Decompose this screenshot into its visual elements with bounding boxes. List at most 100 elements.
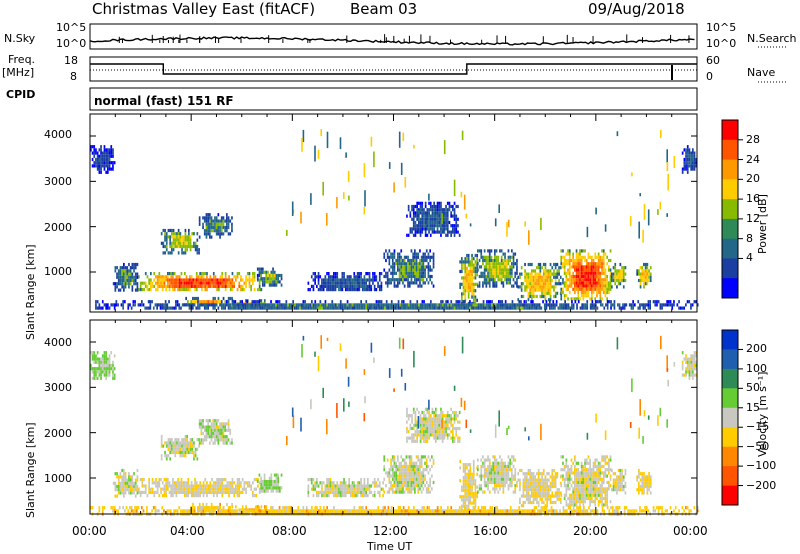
nave-tick-bottom: 0 [706,70,713,83]
power-echo-region [95,300,699,310]
freq-tick-top: 18 [64,54,78,67]
power-sparse-echo [345,152,347,158]
velocity-sparse-echo [460,397,463,407]
power-echo-region [517,262,562,302]
velocity-sparse-echo [666,368,669,372]
power-colorbar-tick-label: 28 [746,132,760,146]
power-echo-region [307,272,383,292]
power-sparse-echo [393,182,395,193]
velocity-colorbar-swatch [722,330,738,350]
velocity-sparse-echo [370,342,373,353]
freq-tick-bottom: 8 [70,70,77,83]
power-sparse-echo [666,149,668,164]
velocity-sparse-echo [657,415,659,426]
power-colorbar-swatch [722,258,738,279]
xtick-2: 08:00 [272,524,307,538]
velocity-echo-region [611,468,627,495]
power-echo-region [406,201,461,237]
nave-label: Nave [747,66,776,79]
velocity-ytick-3000: 3000 [44,381,72,394]
velocity-sparse-echo [463,400,466,411]
power-sparse-echo [348,195,350,201]
power-ytick-2000: 2000 [44,221,72,234]
velocity-colorbar-tick-label: 200 [746,342,767,356]
velocity-sparse-echo [604,430,607,440]
power-sparse-echo [647,209,650,226]
power-ytick-1000: 1000 [44,265,72,278]
power-sparse-echo [400,162,403,175]
power-echo-region [560,249,612,301]
xaxis-label: Time UT [367,540,413,553]
velocity-sparse-echo [469,429,472,433]
power-sparse-echo [631,172,633,177]
power-sparse-echo [643,204,646,220]
velocity-sparse-echo [638,427,640,439]
power-sparse-echo [347,170,350,183]
power-sparse-echo [339,137,342,150]
velocity-sparse-echo [586,432,589,440]
power-sparse-echo [604,224,607,232]
power-sparse-echo [629,216,632,227]
power-sparse-echo [673,156,676,168]
nsky-tick-top: 10^5 [56,21,87,34]
velocity-sparse-echo [322,387,324,398]
nsearch-tick-bottom: 10^0 [706,37,737,50]
velocity-sparse-echo [506,428,508,435]
velocity-sparse-echo [347,376,350,387]
power-sparse-echo [364,190,366,207]
power-colorbar-tick-label: 16 [746,192,760,206]
velocity-echo-region [636,468,652,495]
velocity-sparse-echo [363,369,366,375]
power-echo-region [383,249,435,288]
power-colorbar-swatch [722,199,738,220]
nsky-frame [89,23,698,50]
velocity-colorbar-tick-label: −15 [746,420,770,434]
velocity-echo-region [517,468,562,508]
velocity-sparse-echo [667,379,669,387]
power-sparse-echo [404,177,407,188]
velocity-echo-region [90,351,116,380]
power-colorbar-swatch [722,179,738,200]
power-sparse-echo [540,217,542,231]
date-label: 09/Aug/2018 [588,0,685,18]
power-sparse-echo [363,207,366,215]
xtick-4: 16:00 [473,524,508,538]
velocity-colorbar-tick-label: −50 [746,439,770,453]
nsearch-tick-top: 10^5 [706,21,737,34]
power-sparse-echo [659,201,662,210]
freq-line [90,63,697,75]
velocity-sparse-echo [300,417,302,432]
power-ylabel: Slant Range [km] [24,244,37,340]
velocity-colorbar-tick-label: 50 [746,381,760,395]
power-colorbar-swatch [722,278,738,299]
power-sparse-echo [524,221,526,227]
power-sparse-echo [317,149,320,159]
velocity-echo-region [138,478,263,498]
velocity-echo-region [406,407,461,443]
velocity-colorbar-swatch [722,349,738,370]
velocity-sparse-echo [666,355,668,372]
power-sparse-echo [326,131,329,149]
power-panel [89,113,699,313]
velocity-echo-region [160,434,200,461]
power-colorbar-tick-label: 12 [746,211,760,225]
power-sparse-echo [428,193,430,201]
power-echo-region [256,267,283,287]
velocity-sparse-echo [507,425,510,429]
power-sparse-echo [595,207,597,215]
velocity-echo-region [112,468,139,498]
power-sparse-echo [667,173,669,191]
power-sparse-echo [286,229,288,236]
power-sparse-echo [326,213,328,226]
xtick-1: 04:00 [170,524,205,538]
velocity-echo-region [90,506,699,516]
velocity-sparse-echo [292,415,295,429]
velocity-colorbar-swatch [722,446,738,467]
velocity-sparse-echo [348,401,350,407]
velocity-sparse-echo [400,368,403,377]
velocity-sparse-echo [339,343,342,351]
velocity-sparse-echo [616,337,619,350]
power-echo-region [138,272,263,292]
nsky-tick-bottom: 10^0 [56,37,87,50]
velocity-sparse-echo [443,346,446,356]
